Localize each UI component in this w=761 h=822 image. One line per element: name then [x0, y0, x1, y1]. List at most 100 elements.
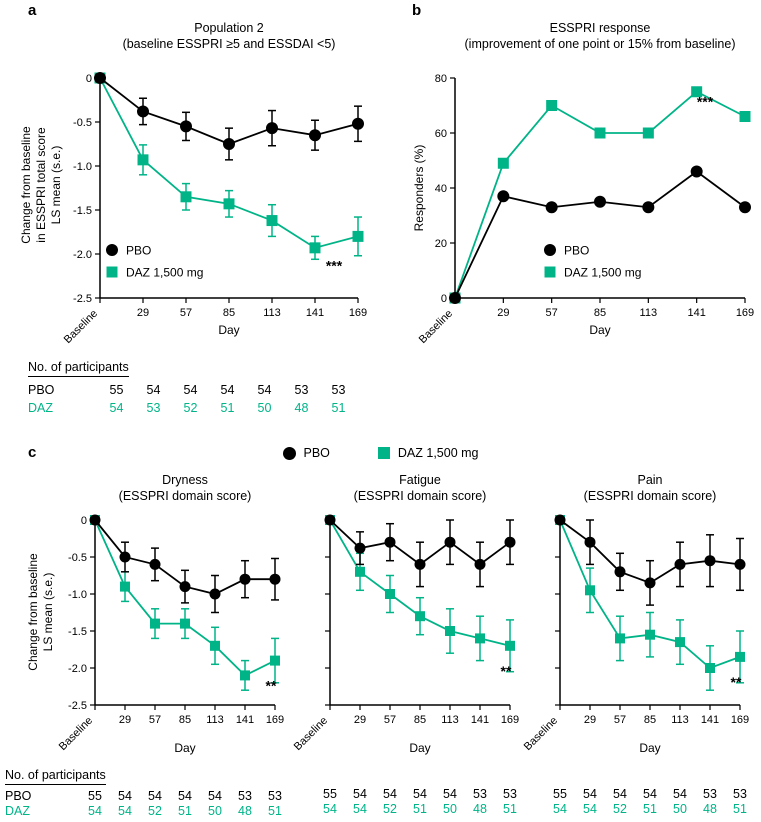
- participant-count: 50: [443, 802, 457, 816]
- participants-table-c2: 55 54 54 54 54 53 53 54 54 52 51 50 48 51: [315, 787, 525, 817]
- x-tick-label: Baseline: [522, 715, 560, 753]
- participant-count: 54: [178, 789, 192, 803]
- participant-count: 54: [583, 802, 597, 816]
- significance-annotation: **: [501, 663, 512, 679]
- y-tick-label: -0.5: [73, 117, 92, 129]
- significance-annotation: ***: [326, 257, 343, 273]
- participant-count: 51: [220, 401, 235, 415]
- chart-a: 0 -0.5 -1.0 -1.5 -2.0 -2.5 Baseline 29 57 85 113 14…: [62, 72, 367, 346]
- data-point-circle: [497, 190, 510, 203]
- significance-annotation: ***: [697, 94, 714, 110]
- legend-label: DAZ 1,500 mg: [126, 266, 203, 280]
- legend-item-pbo: PBO: [282, 446, 330, 460]
- data-point-circle: [704, 555, 716, 567]
- data-point-square: [739, 111, 751, 122]
- participant-count: 48: [294, 401, 309, 415]
- y-tick-label: -1.0: [68, 589, 87, 601]
- participants-row-pbo: PBO 55 54 54 54 54 53 53: [5, 789, 290, 804]
- participants-row-daz: 54 54 52 51 50 48 51: [315, 802, 525, 817]
- data-point-square: [691, 86, 703, 98]
- data-point-circle: [414, 558, 426, 570]
- data-point-square: [735, 651, 745, 662]
- participant-count: 53: [294, 383, 309, 397]
- legend-item-daz: DAZ 1,500 mg: [377, 446, 479, 460]
- x-tick-label: 29: [137, 307, 149, 319]
- y-tick-label: 0: [81, 515, 87, 527]
- x-tick-label: 113: [263, 307, 281, 319]
- x-tick-label: 85: [223, 307, 235, 319]
- data-point-square: [497, 157, 509, 169]
- x-tick-label: 85: [179, 714, 191, 726]
- participant-count: 54: [146, 383, 161, 397]
- participant-count: 51: [331, 401, 346, 415]
- x-tick-label: 113: [206, 714, 224, 726]
- data-point-square: [240, 670, 250, 681]
- data-point-circle: [266, 122, 278, 135]
- participant-count: 53: [733, 787, 747, 801]
- row-label-pbo: PBO: [5, 789, 32, 803]
- data-point-circle: [504, 536, 516, 548]
- ylabel-line: Change from baseline: [19, 126, 33, 244]
- participants-values-daz: 54 54 52 51 50 48 51: [80, 804, 290, 819]
- daz-square-marker-icon: [377, 447, 390, 459]
- x-tick-label: 85: [594, 307, 606, 319]
- data-point-square: [645, 629, 655, 640]
- participant-count: 54: [583, 787, 597, 801]
- participant-count: 53: [331, 383, 346, 397]
- data-point-square: [180, 618, 190, 629]
- data-point-circle: [474, 558, 486, 570]
- series-pbo: [89, 514, 281, 614]
- participant-count: 52: [183, 401, 198, 415]
- data-point-circle: [223, 138, 235, 150]
- chart-title-line: Pain: [637, 473, 663, 487]
- panel-c-legend: PBO DAZ 1,500 mg: [0, 446, 761, 460]
- y-tick-label: 0: [86, 73, 92, 85]
- y-tick-label: -1.0: [73, 161, 92, 173]
- participant-count: 54: [353, 802, 367, 816]
- series-daz-1-500-mg: [325, 515, 515, 673]
- participant-count: 51: [643, 802, 657, 816]
- data-point-square: [385, 589, 395, 599]
- data-point-circle: [352, 117, 364, 130]
- data-point-circle: [554, 514, 566, 526]
- data-point-square: [150, 618, 160, 629]
- y-tick-label: 0: [441, 293, 447, 305]
- series-pbo: [94, 72, 364, 161]
- data-point-circle: [179, 581, 191, 593]
- participant-count: 54: [257, 383, 272, 397]
- participants-header: No. of participants: [28, 360, 129, 377]
- y-tick-label: -0.5: [68, 552, 87, 564]
- y-tick-label: 60: [435, 128, 447, 140]
- participant-count: 54: [118, 804, 132, 818]
- series-pbo: [554, 514, 746, 606]
- participants-row-pbo: PBO 55 54 54 54 54 53 53: [28, 381, 357, 399]
- participants-values-pbo: 55 54 54 54 54 53 53: [545, 787, 755, 802]
- x-tick-label: 57: [149, 714, 161, 726]
- y-tick-label: -1.5: [73, 205, 92, 217]
- x-tick-label: 29: [354, 714, 366, 726]
- x-tick-label: 85: [414, 714, 426, 726]
- chart-c3-title: Pain (ESSPRI domain score): [550, 472, 750, 505]
- x-tick-label: 141: [687, 307, 705, 319]
- participants-values-daz: 54 54 52 51 50 48 51: [315, 802, 525, 817]
- x-axis-label: Day: [409, 741, 430, 755]
- axes: Baseline 29 57 85 113 141 169 Day: [522, 519, 749, 755]
- x-tick-label: 141: [701, 714, 719, 726]
- significance-annotation: **: [266, 678, 277, 694]
- x-tick-label: 85: [644, 714, 656, 726]
- y-tick-label: 20: [435, 238, 447, 250]
- x-tick-label: 29: [497, 307, 509, 319]
- row-label-pbo: PBO: [28, 383, 55, 397]
- participant-count: 54: [613, 787, 627, 801]
- participants-header: No. of participants: [5, 768, 106, 785]
- x-tick-label: 29: [584, 714, 596, 726]
- legend-label: PBO: [126, 244, 151, 258]
- data-point-square: [675, 637, 685, 648]
- participant-count: 54: [643, 787, 657, 801]
- chart-c-pain: Baseline 29 57 85 113 141 169 Day **: [522, 514, 749, 755]
- y-tick-label: -1.5: [68, 626, 87, 638]
- participant-count: 50: [673, 802, 687, 816]
- participant-count: 55: [109, 383, 124, 397]
- participant-count: 54: [148, 789, 162, 803]
